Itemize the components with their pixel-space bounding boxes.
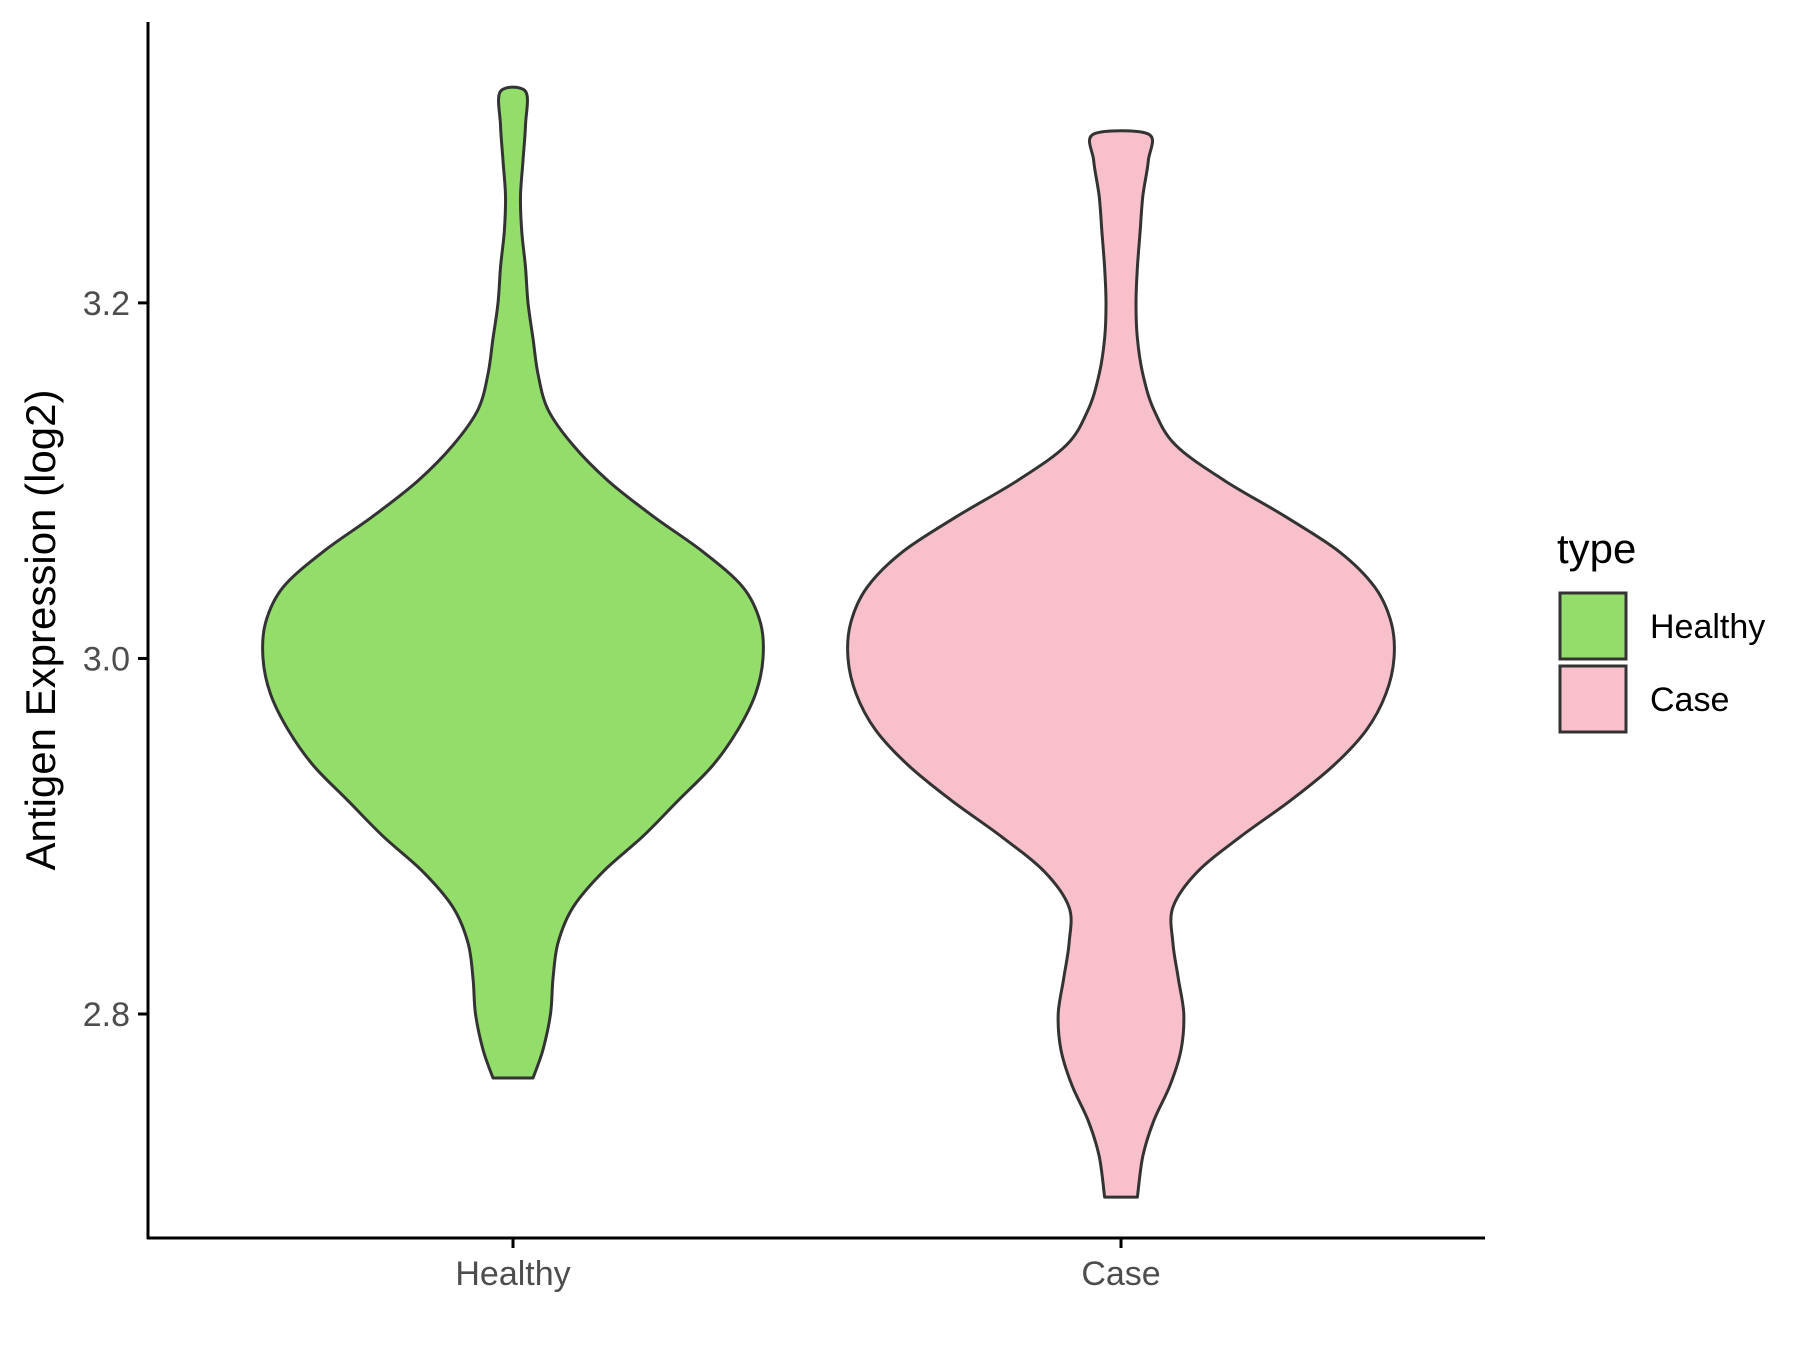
legend-label-healthy: Healthy <box>1650 608 1765 646</box>
violin-group <box>261 85 1396 1199</box>
y-axis-title: Antigen Expression (log2) <box>17 390 64 871</box>
x-ticks: Healthy Case <box>455 1238 1161 1293</box>
legend-swatch-healthy <box>1558 591 1628 661</box>
legend-swatch-case <box>1558 664 1628 734</box>
y-ticks: 2.8 3.0 3.2 <box>83 285 148 1034</box>
y-tick-label: 2.8 <box>83 996 130 1034</box>
x-tick-label: Healthy <box>455 1255 570 1293</box>
legend-entries: Healthy Case <box>1558 591 1765 734</box>
legend: type Healthy Case <box>1557 525 1765 734</box>
legend-title: type <box>1557 525 1636 572</box>
legend-label-case: Case <box>1650 681 1729 719</box>
y-tick-label: 3.2 <box>83 285 130 323</box>
x-tick-label: Case <box>1081 1255 1160 1293</box>
violin-healthy <box>261 85 765 1080</box>
y-axis: 2.8 3.0 3.2 <box>83 22 150 1239</box>
y-tick-label: 3.0 <box>83 640 130 678</box>
x-axis: Healthy Case <box>147 1236 1485 1293</box>
violin-case <box>846 129 1396 1199</box>
